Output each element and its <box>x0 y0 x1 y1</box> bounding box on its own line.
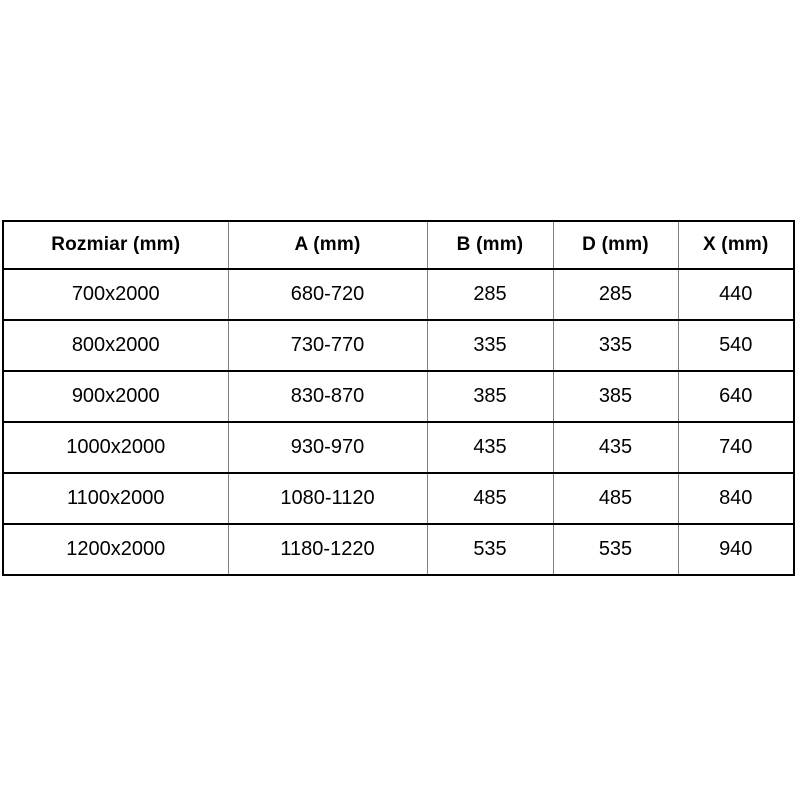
cell-a: 730-770 <box>227 319 428 372</box>
cell-b: 535 <box>426 523 554 576</box>
cell-rozmiar: 1100x2000 <box>2 472 229 525</box>
cell-rozmiar: 800x2000 <box>2 319 229 372</box>
cell-a: 930-970 <box>227 421 428 474</box>
table-row: 1100x2000 1080-1120 485 485 840 <box>2 472 795 525</box>
table-row: 1200x2000 1180-1220 535 535 940 <box>2 523 795 576</box>
table-row: 800x2000 730-770 335 335 540 <box>2 319 795 372</box>
size-table: Rozmiar (mm) A (mm) B (mm) D (mm) X (mm)… <box>2 220 795 576</box>
cell-b: 285 <box>426 268 554 321</box>
cell-b: 385 <box>426 370 554 423</box>
table-row: 700x2000 680-720 285 285 440 <box>2 268 795 321</box>
cell-d: 535 <box>552 523 679 576</box>
cell-rozmiar: 900x2000 <box>2 370 229 423</box>
cell-b: 435 <box>426 421 554 474</box>
table-header-row: Rozmiar (mm) A (mm) B (mm) D (mm) X (mm) <box>2 220 795 270</box>
cell-rozmiar: 1000x2000 <box>2 421 229 474</box>
cell-a: 1180-1220 <box>227 523 428 576</box>
table-row: 1000x2000 930-970 435 435 740 <box>2 421 795 474</box>
header-cell-a: A (mm) <box>227 220 428 270</box>
table-row: 900x2000 830-870 385 385 640 <box>2 370 795 423</box>
cell-x: 540 <box>677 319 795 372</box>
cell-b: 335 <box>426 319 554 372</box>
cell-a: 1080-1120 <box>227 472 428 525</box>
cell-d: 285 <box>552 268 679 321</box>
cell-d: 435 <box>552 421 679 474</box>
cell-x: 740 <box>677 421 795 474</box>
cell-d: 485 <box>552 472 679 525</box>
header-cell-b: B (mm) <box>426 220 554 270</box>
cell-x: 440 <box>677 268 795 321</box>
cell-a: 680-720 <box>227 268 428 321</box>
cell-x: 640 <box>677 370 795 423</box>
cell-x: 840 <box>677 472 795 525</box>
cell-d: 335 <box>552 319 679 372</box>
header-cell-rozmiar: Rozmiar (mm) <box>2 220 229 270</box>
cell-b: 485 <box>426 472 554 525</box>
header-cell-d: D (mm) <box>552 220 679 270</box>
header-cell-x: X (mm) <box>677 220 795 270</box>
cell-rozmiar: 1200x2000 <box>2 523 229 576</box>
cell-x: 940 <box>677 523 795 576</box>
cell-a: 830-870 <box>227 370 428 423</box>
cell-d: 385 <box>552 370 679 423</box>
cell-rozmiar: 700x2000 <box>2 268 229 321</box>
